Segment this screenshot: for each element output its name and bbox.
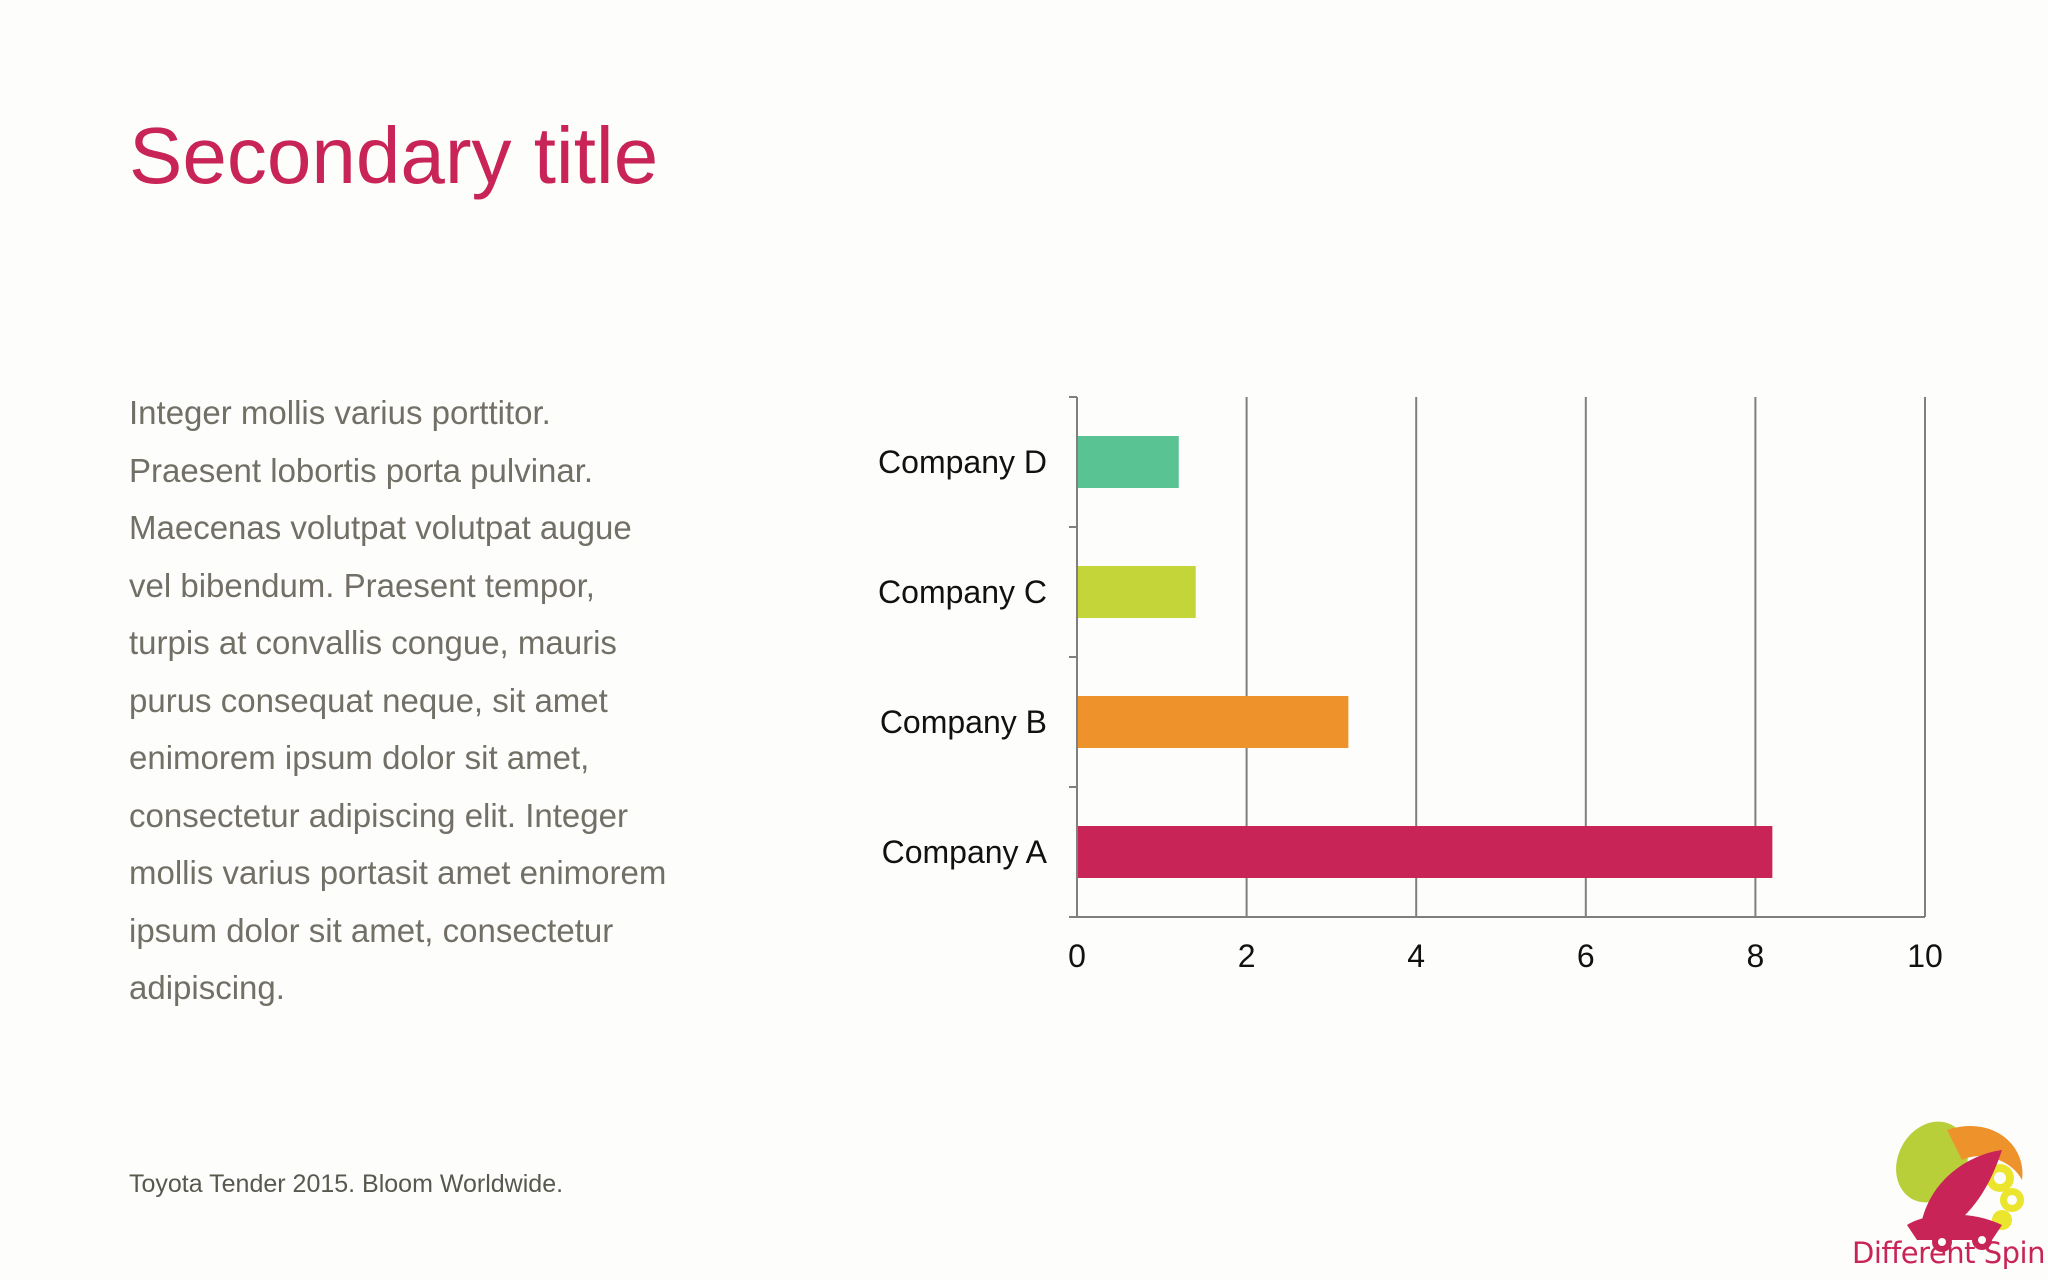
body-line: vel bibendum. Praesent tempor,: [129, 566, 595, 604]
bar: [1078, 826, 1773, 878]
body-line: ipsum dolor sit amet, consectetur: [129, 911, 614, 949]
x-tick-label: 2: [1238, 938, 1256, 974]
body-line: Integer mollis varius porttitor.: [129, 394, 551, 431]
body-line: turpis at convallis congue, mauris: [129, 624, 617, 661]
body-line: Maecenas volutpat volutpat augue: [129, 509, 632, 546]
body-line: consectetur adipiscing elit. Integer: [129, 796, 628, 834]
body-line: Praesent lobortis porta pulvinar.: [129, 451, 594, 489]
body-line: enimorem ipsum dolor sit amet,: [129, 739, 590, 776]
category-label: Company D: [878, 444, 1047, 480]
body-line: adipiscing.: [129, 969, 285, 1006]
footer-text: Toyota Tender 2015. Bloom Worldwide.: [129, 1170, 564, 1198]
category-label: Company C: [878, 574, 1047, 610]
bar: [1078, 436, 1179, 488]
logo-text: Different Spin: [1852, 1236, 2046, 1270]
x-tick-label: 10: [1907, 938, 1943, 974]
x-tick-label: 4: [1407, 938, 1425, 974]
x-tick-label: 8: [1747, 938, 1765, 974]
bar: [1078, 696, 1349, 748]
category-label: Company B: [880, 704, 1047, 740]
x-tick-label: 0: [1068, 938, 1086, 974]
category-label: Company A: [882, 834, 1048, 870]
x-tick-label: 6: [1577, 938, 1595, 974]
slide-title: Secondary title: [129, 111, 659, 200]
body-line: mollis varius portasit amet enimorem: [129, 854, 667, 891]
body-paragraph: Integer mollis varius porttitor. Praesen…: [129, 384, 729, 1017]
bar: [1078, 566, 1196, 618]
different-spin-logo-icon: [1896, 1121, 2024, 1252]
body-line: purus consequat neque, sit amet: [129, 681, 608, 719]
